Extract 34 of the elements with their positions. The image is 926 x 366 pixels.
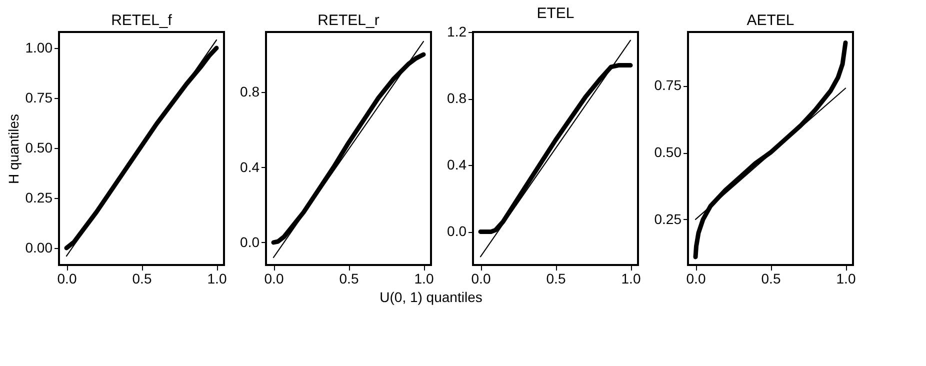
chart-title: RETEL_r: [318, 12, 380, 29]
y-tick-label: 0.4: [447, 156, 467, 173]
x-tick-label: 0.5: [761, 270, 781, 286]
y-tick-label: 0.75: [25, 90, 53, 106]
chart-title: RETEL_f: [111, 12, 173, 29]
x-tick-label: 1.0: [414, 270, 434, 286]
y-tick-label: 1.2: [447, 24, 467, 40]
y-tick-label: 0.25: [654, 210, 682, 227]
x-tick-label: 0.5: [546, 270, 566, 286]
x-tick-label: 0.5: [339, 270, 359, 286]
y-tick-label: 0.50: [654, 144, 682, 160]
x-tick-label: 0.0: [57, 270, 77, 286]
y-tick-label: 0.4: [240, 158, 260, 175]
x-tick-label: 0.0: [686, 270, 706, 286]
chart-title: AETEL: [746, 12, 794, 29]
y-tick-label: 0.75: [654, 77, 682, 94]
x-tick-label: 1.0: [621, 270, 641, 286]
x-tick-label: 1.0: [836, 270, 856, 286]
y-tick-label: 1.00: [25, 40, 53, 56]
y-tick-label: 0.8: [240, 84, 260, 100]
y-tick-label: 0.25: [25, 190, 53, 206]
line-series: [693, 40, 848, 260]
y-tick-label: 0.0: [240, 234, 260, 250]
y-tick-label: 0.50: [25, 140, 53, 156]
x-tick-label: 0.5: [132, 270, 152, 286]
x-tick-label: 0.0: [264, 270, 284, 286]
chart-title: ETEL: [536, 5, 574, 22]
y-tick-label: 0.00: [25, 240, 53, 256]
y-axis-title: H quantiles: [5, 114, 22, 184]
x-axis-title: U(0, 1) quantiles: [380, 289, 482, 305]
y-tick-label: 0.8: [447, 90, 467, 106]
y-tick-label: 0.0: [447, 223, 467, 240]
x-tick-label: 0.0: [471, 270, 491, 286]
x-tick-label: 1.0: [207, 270, 227, 286]
